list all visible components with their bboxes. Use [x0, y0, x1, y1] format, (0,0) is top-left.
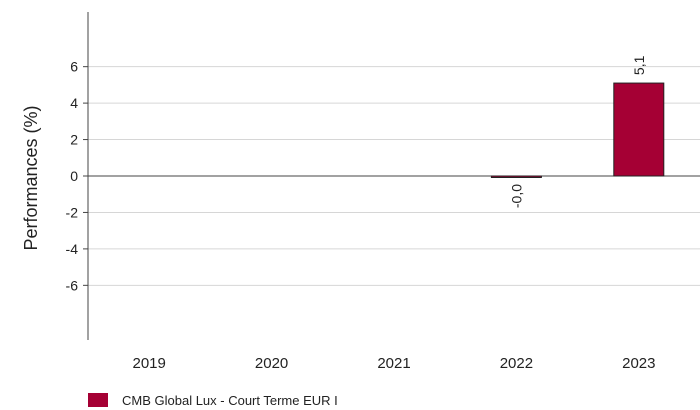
x-tick-label: 2019: [133, 355, 166, 372]
y-tick-label: -6: [66, 277, 79, 293]
x-tick-label: 2022: [500, 355, 533, 372]
legend-label: CMB Global Lux - Court Terme EUR I: [122, 392, 338, 408]
x-axis-ticks: 2019 2020 2021 2022 2023: [133, 355, 656, 372]
bar: [613, 82, 665, 177]
y-axis-label: Performances (%): [21, 105, 41, 250]
legend: CMB Global Lux - Court Terme EUR I: [88, 390, 338, 410]
bar-labels: -0,0 5,1: [508, 55, 646, 208]
gridlines: [88, 66, 700, 286]
y-tick-label: 2: [70, 132, 78, 148]
legend-swatch: [88, 393, 108, 407]
x-tick-label: 2021: [377, 355, 410, 372]
y-tick-label: 6: [70, 59, 78, 75]
y-tick-label: 0: [70, 168, 78, 184]
x-tick-label: 2020: [255, 355, 288, 372]
bars: [490, 82, 665, 178]
bar: [490, 175, 542, 178]
x-tick-label: 2023: [622, 355, 655, 372]
y-tick-label: -2: [66, 204, 79, 220]
y-tick-label: 4: [70, 95, 78, 111]
y-axis-ticks: 6 4 2 0 -2 -4 -6: [66, 59, 88, 293]
bar-value-label: 5,1: [631, 55, 647, 75]
y-tick-label: -4: [66, 241, 79, 257]
bar-value-label: -0,0: [508, 184, 524, 208]
